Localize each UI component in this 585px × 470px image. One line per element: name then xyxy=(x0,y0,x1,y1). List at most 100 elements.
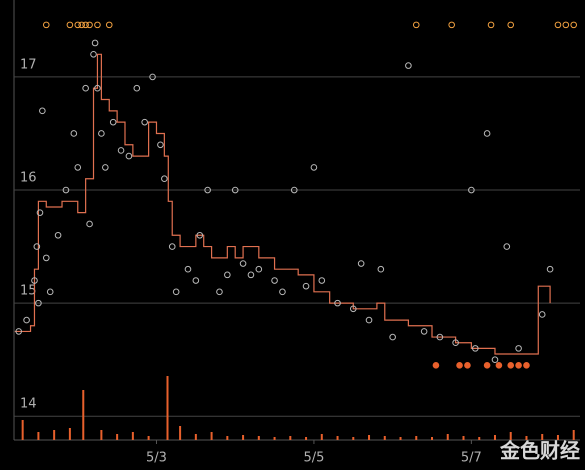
x-tick-label: 5/7 xyxy=(461,451,482,466)
volume-bar xyxy=(525,436,528,440)
trade-point xyxy=(239,260,247,267)
trade-point xyxy=(271,277,278,284)
trade-point xyxy=(94,21,101,29)
trade-point xyxy=(302,282,310,290)
y-tick-label: 15 xyxy=(20,284,37,299)
trade-point xyxy=(318,277,326,284)
trade-point xyxy=(357,260,365,267)
trade-point xyxy=(452,339,459,347)
trade-point xyxy=(42,254,50,262)
trade-point xyxy=(196,231,204,239)
volume-bar xyxy=(68,428,71,440)
trade-point xyxy=(94,84,101,92)
volume-bar xyxy=(257,436,260,440)
trade-point xyxy=(172,288,180,296)
volume-bar xyxy=(53,430,56,440)
trade-point xyxy=(23,316,30,324)
trade-point xyxy=(82,84,89,92)
trade-point xyxy=(487,21,495,29)
volume-bar xyxy=(147,436,150,440)
volume-bar xyxy=(572,430,575,440)
trade-point xyxy=(74,164,82,171)
volume-bar xyxy=(210,432,213,440)
price-step-line xyxy=(14,53,551,355)
volume-bar xyxy=(21,420,24,440)
trade-point xyxy=(98,130,105,137)
trade-point xyxy=(448,21,455,29)
trade-point xyxy=(39,107,46,115)
trade-point xyxy=(82,21,89,29)
volume-bar xyxy=(446,434,449,440)
y-tick-label: 16 xyxy=(20,171,37,186)
y-tick-label: 14 xyxy=(20,397,37,412)
trade-point xyxy=(149,73,156,81)
volume-bar xyxy=(289,436,292,440)
x-tick-label: 5/3 xyxy=(146,451,167,466)
trade-point xyxy=(90,50,97,58)
trade-point xyxy=(554,21,562,29)
trade-point xyxy=(36,209,44,216)
trade-point xyxy=(515,362,522,369)
y-tick-label: 17 xyxy=(20,57,37,72)
trade-point xyxy=(33,243,41,250)
trade-point xyxy=(503,243,511,250)
trade-point xyxy=(290,186,298,194)
trade-point xyxy=(70,130,78,137)
trade-point xyxy=(538,311,546,318)
trade-point xyxy=(464,362,471,369)
trade-point xyxy=(472,345,479,352)
trade-point xyxy=(507,21,515,29)
volume-bar xyxy=(352,437,355,440)
trade-point xyxy=(377,265,385,273)
x-tick-label: 5/5 xyxy=(303,451,324,466)
trade-point xyxy=(42,21,50,29)
volume-bar xyxy=(462,436,465,440)
volume-bar xyxy=(131,432,134,440)
trade-point xyxy=(66,21,74,29)
trade-point xyxy=(78,21,85,29)
trade-point xyxy=(483,130,491,137)
trade-point xyxy=(35,299,42,307)
volume-bar xyxy=(194,434,197,440)
trade-point xyxy=(468,186,475,194)
trade-point xyxy=(54,231,62,239)
volume-bar xyxy=(509,432,512,440)
trade-point xyxy=(365,316,373,324)
trade-point xyxy=(491,356,499,363)
trade-point xyxy=(46,288,54,296)
volume-bar xyxy=(100,430,103,440)
volume-bar xyxy=(336,436,339,440)
trade-point xyxy=(117,147,125,154)
trade-point xyxy=(86,21,93,29)
trade-point xyxy=(432,362,440,369)
volume-bar xyxy=(431,437,434,440)
trade-point xyxy=(334,299,341,307)
trade-point xyxy=(231,186,239,194)
trade-point xyxy=(184,265,192,273)
volume-bar xyxy=(37,432,40,440)
trade-point xyxy=(495,362,503,369)
volume-bar xyxy=(320,434,323,440)
trade-point xyxy=(515,345,522,352)
trade-point xyxy=(279,288,286,296)
trade-point xyxy=(109,118,117,126)
trade-point xyxy=(224,271,231,279)
volume-bar xyxy=(399,437,402,440)
trade-point xyxy=(420,328,428,335)
trade-point xyxy=(546,265,554,273)
trade-point xyxy=(192,277,200,284)
volume-bar xyxy=(493,435,496,440)
trade-point xyxy=(74,21,82,29)
trade-point xyxy=(507,362,515,369)
trade-point xyxy=(161,175,168,183)
trade-point xyxy=(86,220,93,228)
watermark: 金色财经 xyxy=(499,439,580,463)
volume-bar xyxy=(383,436,386,440)
trade-point xyxy=(456,362,463,369)
trade-point xyxy=(91,39,99,47)
volume-bar xyxy=(541,434,544,440)
trade-point xyxy=(105,21,113,29)
trade-point xyxy=(157,141,164,149)
volume-bar xyxy=(556,435,559,440)
